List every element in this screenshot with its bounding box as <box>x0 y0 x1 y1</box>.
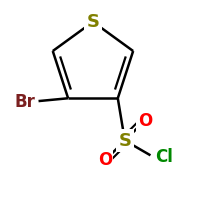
Text: Cl: Cl <box>156 148 173 166</box>
Text: O: O <box>138 112 152 130</box>
Text: Br: Br <box>15 93 36 111</box>
Text: S: S <box>118 132 131 150</box>
Text: O: O <box>98 151 112 169</box>
Text: S: S <box>86 13 99 31</box>
